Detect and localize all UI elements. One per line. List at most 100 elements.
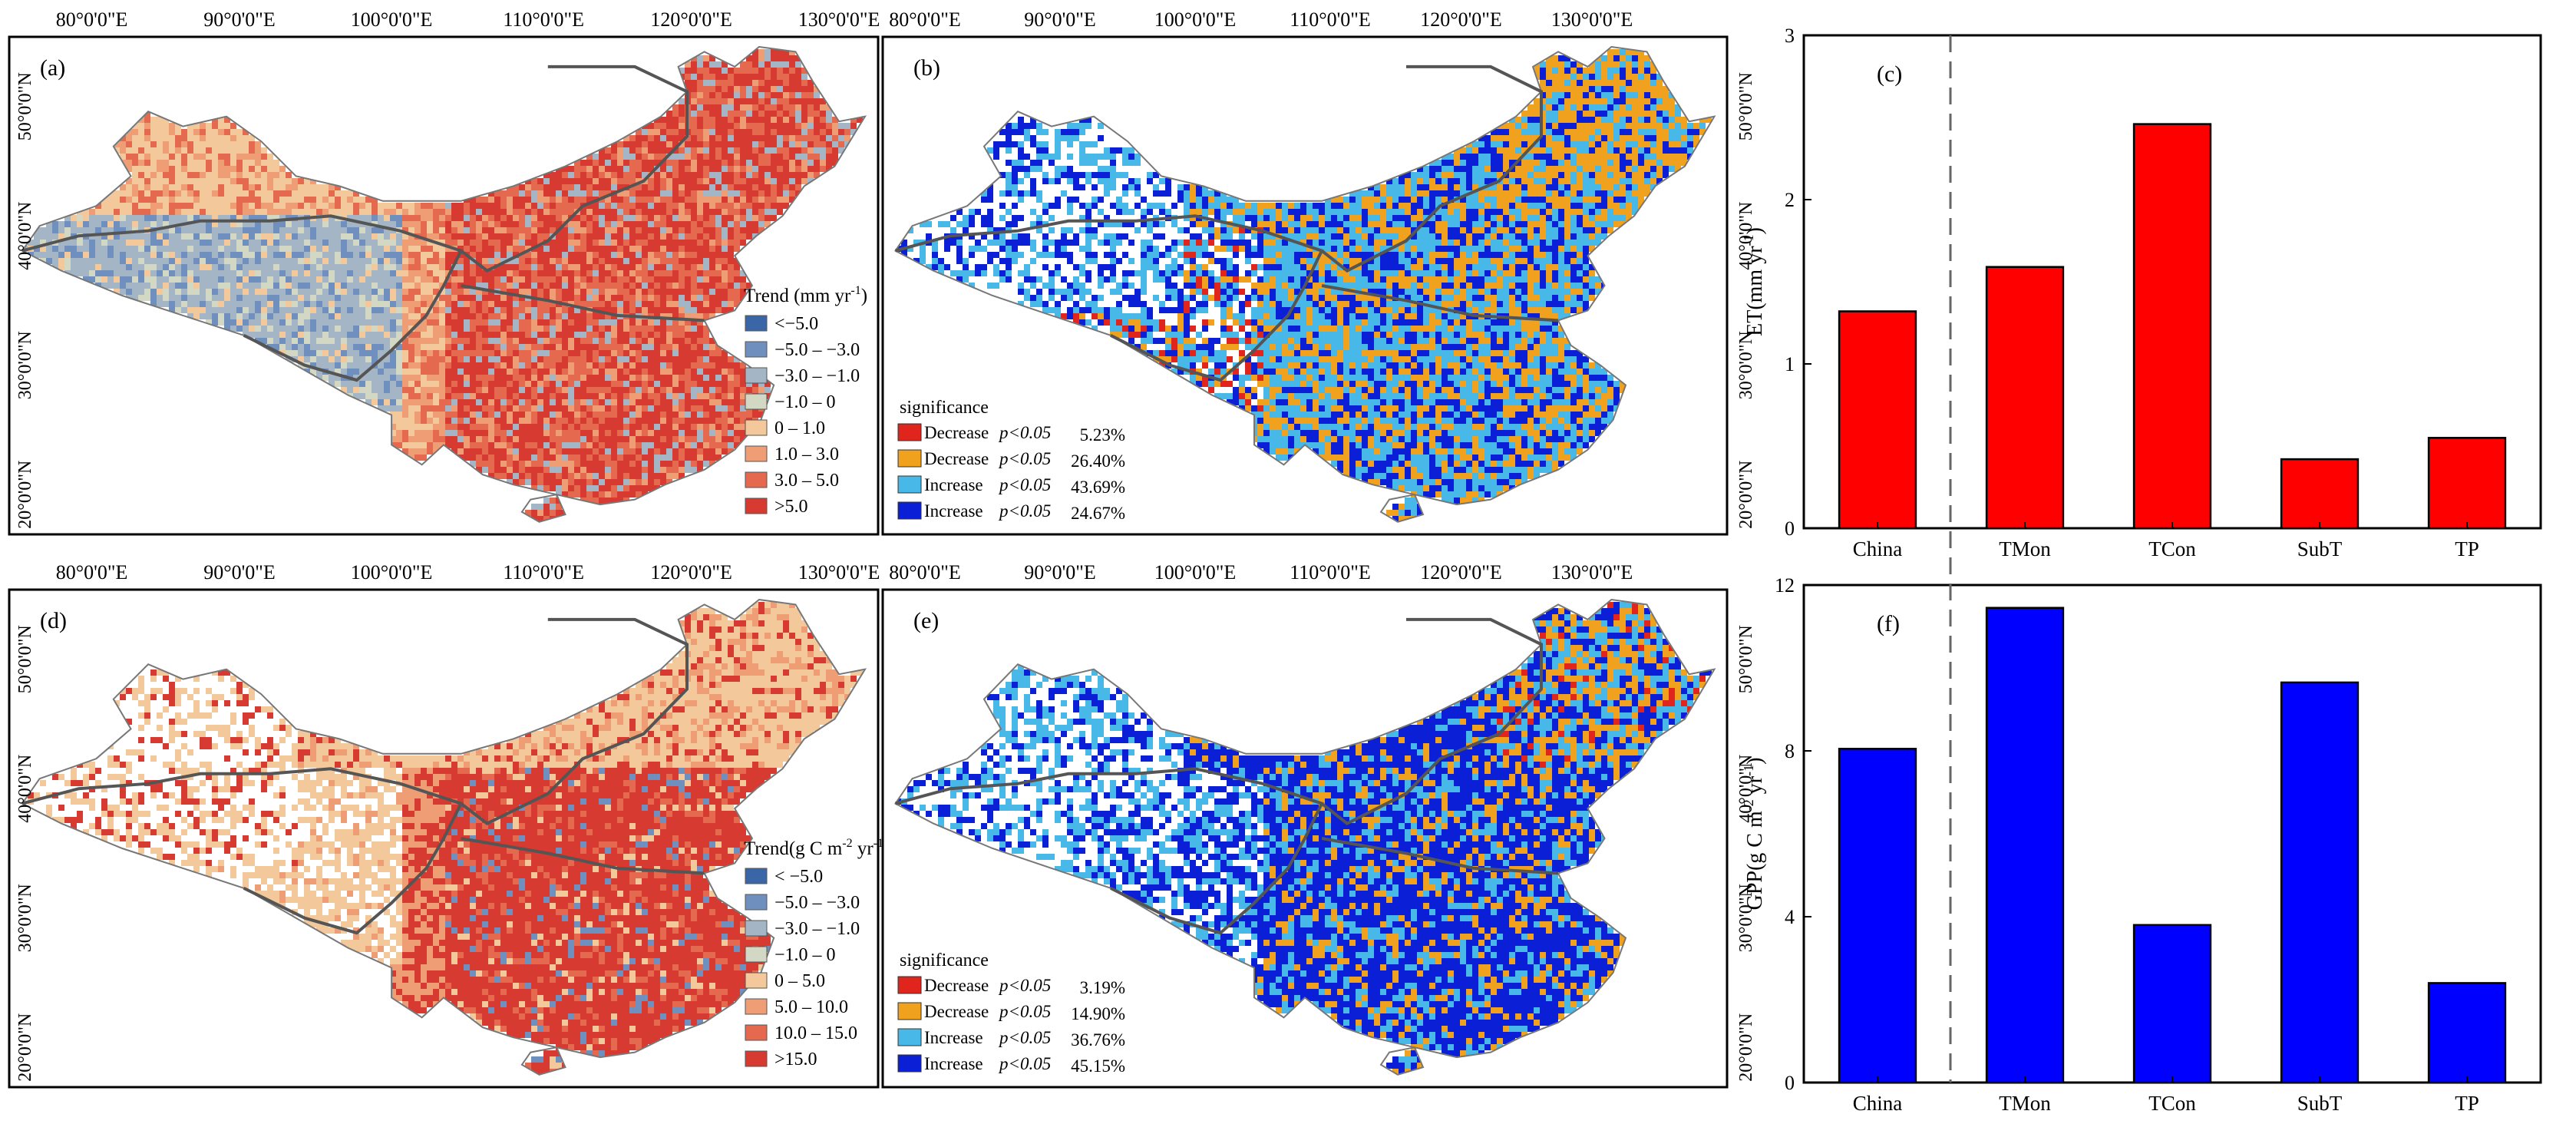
legend-pvalue: p<0.05 <box>998 501 1051 521</box>
lon-tick-label: 110°0'0"E <box>1290 8 1371 31</box>
bar-tp <box>2427 982 2507 1084</box>
bar-tcon <box>2132 123 2212 530</box>
lon-tick-label: 120°0'0"E <box>1420 561 1502 583</box>
legend-percent: 24.67% <box>1071 504 1125 523</box>
legend-percent: 14.90% <box>1071 1004 1125 1023</box>
legend-pvalue: p<0.05 <box>998 423 1051 442</box>
lon-tick-label: 100°0'0"E <box>351 8 433 31</box>
y-tick-label: 1 <box>1785 353 1795 375</box>
lon-tick-label: 130°0'0"E <box>1551 8 1633 31</box>
legend-pvalue: p<0.05 <box>998 976 1051 995</box>
x-tick-label: SubT <box>2297 1092 2343 1115</box>
region-boundary-subt <box>1321 837 1559 875</box>
lon-tick-label: 120°0'0"E <box>650 561 732 583</box>
hainan-border <box>520 494 566 523</box>
legend-percent: 3.19% <box>1080 978 1125 997</box>
country-border <box>21 45 867 506</box>
region-boundary-subt <box>461 837 705 875</box>
lat-tick-label: 40°0'0"N <box>1736 755 1756 823</box>
region-boundary-subt <box>461 284 705 322</box>
x-tick-label: TCon <box>2148 1092 2196 1115</box>
region-boundary-tp <box>894 214 1324 382</box>
legend-swatch <box>745 445 768 462</box>
legend-swatch <box>897 976 922 994</box>
legend-label: −1.0 – 0 <box>774 945 836 965</box>
map-raster-class <box>1061 227 1263 412</box>
lat-tick-label: 30°0'0"N <box>1736 884 1756 952</box>
legend-swatch <box>745 894 768 911</box>
y-tick-label: 2 <box>1785 189 1795 211</box>
country-border <box>894 45 1716 506</box>
region-boundary-tcon <box>460 64 689 273</box>
region-boundary-subt <box>1321 284 1559 322</box>
legend-swatch <box>745 972 768 989</box>
legend-percent: 26.40% <box>1071 451 1125 471</box>
legend-swatch <box>745 920 768 937</box>
panel-label: (a) <box>40 55 65 81</box>
map-panel-b: (b) 80°0'0"E 90°0'0"E 100°0'0"E 110°0'0"E 120… <box>881 8 1756 536</box>
hainan-border <box>1379 494 1425 523</box>
legend-label: Increase <box>924 475 983 494</box>
legend-swatch <box>745 946 768 963</box>
legend-pvalue: p<0.05 <box>998 1054 1051 1073</box>
legend-swatch <box>745 1050 768 1067</box>
lon-tick-label: 130°0'0"E <box>1551 561 1633 583</box>
legend-swatch <box>897 423 922 441</box>
legend-label: 5.0 – 10.0 <box>774 997 848 1017</box>
x-tick-label: TMon <box>1999 1092 2051 1115</box>
bar-china <box>1838 748 1917 1084</box>
lon-tick-label: 120°0'0"E <box>1420 8 1502 31</box>
lon-tick-label: 100°0'0"E <box>1154 561 1237 583</box>
lat-tick-label: 40°0'0"N <box>15 755 35 823</box>
lon-tick-label: 100°0'0"E <box>351 561 433 583</box>
y-tick-label: 0 <box>1785 1072 1795 1094</box>
map-raster <box>895 49 1712 522</box>
legend-label: 10.0 – 15.0 <box>774 1023 857 1043</box>
legend-pvalue: p<0.05 <box>998 1028 1051 1047</box>
lon-tick-label: 80°0'0"E <box>56 561 128 583</box>
legend-label: < −5.0 <box>774 867 823 887</box>
legend-swatch <box>897 449 922 468</box>
map-panel-d: (d) 80°0'0"E 90°0'0"E 100°0'0"E 110°0'0"E 120… <box>8 561 890 1089</box>
y-axis-label: GPP(g C m-2 yr-1) <box>1741 758 1767 911</box>
hainan-border <box>520 1046 566 1076</box>
legend-swatch <box>745 471 768 488</box>
map-panel-a: (a) 80°0'0"E 90°0'0"E 100°0'0"E 110°0'0"E 120… <box>8 8 880 536</box>
bar-subt <box>2280 681 2360 1084</box>
region-boundary-tp <box>894 767 1324 935</box>
y-tick-label: 8 <box>1785 740 1795 762</box>
region-boundary-tcon <box>460 617 689 825</box>
map-raster-class <box>895 55 1699 522</box>
bar-tp <box>2427 437 2507 530</box>
legend-label: 0 – 1.0 <box>774 418 825 438</box>
country-border <box>21 598 867 1059</box>
bar-tmon <box>1985 607 2065 1084</box>
lat-tick-label: 20°0'0"N <box>1736 461 1756 529</box>
legend-title: significance <box>900 398 989 418</box>
lon-tick-label: 130°0'0"E <box>798 561 880 583</box>
map-raster-class <box>1079 49 1712 522</box>
legend-label: <−5.0 <box>774 314 818 334</box>
panel-label: (c) <box>1877 61 1902 87</box>
legend-title: Trend(g C m-2 yr-1) <box>744 837 890 859</box>
legend-label: Decrease <box>924 449 989 468</box>
legend-swatch <box>745 419 768 436</box>
lat-tick-label: 40°0'0"N <box>1736 202 1756 270</box>
legend-swatch <box>897 475 922 494</box>
legend-label: Decrease <box>924 1002 989 1021</box>
map-raster-class <box>907 49 1706 516</box>
lon-tick-label: 90°0'0"E <box>1024 561 1096 583</box>
map-panel-e: (e) 80°0'0"E 90°0'0"E 100°0'0"E 110°0'0"E 120… <box>881 561 1756 1089</box>
lat-tick-label: 50°0'0"N <box>15 72 35 140</box>
x-tick-label: TP <box>2455 1092 2479 1115</box>
lon-tick-label: 90°0'0"E <box>203 8 276 31</box>
panel-label: (d) <box>40 608 67 633</box>
map-raster-class <box>218 602 850 1007</box>
panel-label: (f) <box>1877 611 1900 636</box>
region-boundary-tcon <box>1320 617 1543 825</box>
legend-percent: 45.15% <box>1071 1056 1125 1076</box>
legend-swatch <box>745 315 768 332</box>
lat-tick-label: 30°0'0"N <box>15 884 35 952</box>
legend-swatch <box>897 501 922 520</box>
